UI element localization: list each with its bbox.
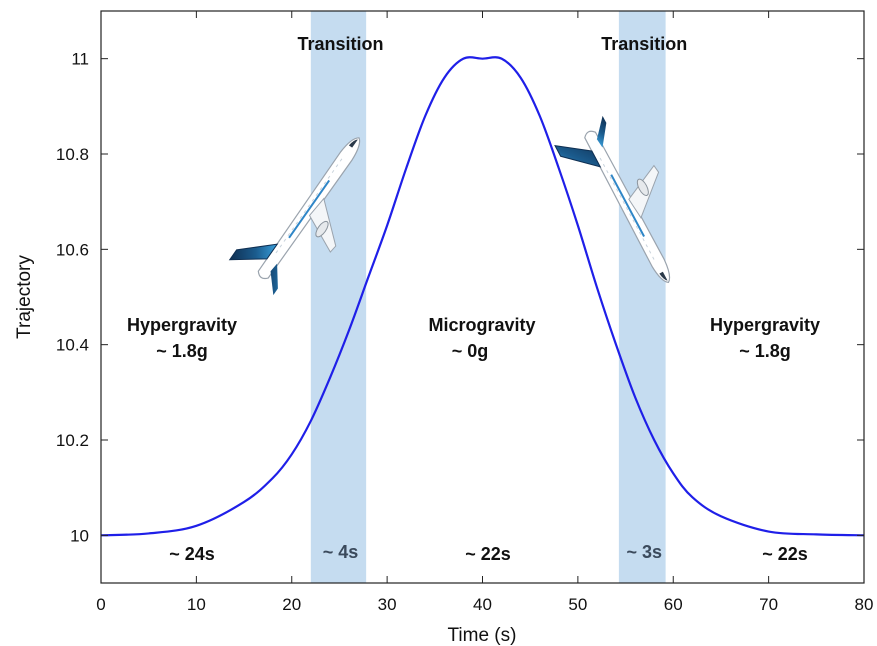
transition-duration-2: ~ 3s	[626, 542, 662, 562]
y-tick-label: 10	[70, 526, 89, 545]
transition-label-2: Transition	[601, 34, 687, 54]
x-tick-label: 30	[378, 595, 397, 614]
x-tick-label: 0	[96, 595, 105, 614]
y-tick-label: 11	[71, 50, 89, 69]
phase3-duration: ~ 22s	[762, 544, 808, 564]
y-tick-label: 10.6	[56, 240, 89, 259]
phase2-name: Microgravity	[428, 315, 535, 335]
x-tick-label: 20	[282, 595, 301, 614]
phase1-name: Hypergravity	[127, 315, 237, 335]
x-tick-label: 70	[759, 595, 778, 614]
y-tick-label: 10.2	[56, 431, 89, 450]
y-tick-label: 10.8	[56, 145, 89, 164]
x-tick-label: 40	[473, 595, 492, 614]
transition-duration-1: ~ 4s	[323, 542, 359, 562]
x-tick-label: 50	[568, 595, 587, 614]
phase2-gravity: ~ 0g	[452, 341, 489, 361]
chart-annotations: Transition ~ 4s Transition ~ 3s Hypergravity…	[127, 34, 820, 564]
phase1-duration: ~ 24s	[169, 544, 215, 564]
phase3-name: Hypergravity	[710, 315, 820, 335]
phase1-gravity: ~ 1.8g	[156, 341, 208, 361]
phase2-duration: ~ 22s	[465, 544, 511, 564]
x-tick-label: 80	[855, 595, 874, 614]
axis-ticks: 0 10 20 30 40 50 60 70 80 10 10.2 10.4 10.6 10.8 11	[56, 11, 874, 614]
trajectory-line	[101, 56, 864, 537]
x-tick-label: 60	[664, 595, 683, 614]
x-tick-label: 10	[187, 595, 206, 614]
y-tick-label: 10.4	[56, 336, 89, 355]
transition-bands	[310, 11, 666, 583]
y-axis-title: Trajectory	[14, 255, 35, 339]
aircraft-climbing-image	[228, 137, 361, 296]
x-axis-title: Time (s)	[448, 625, 517, 646]
phase3-gravity: ~ 1.8g	[739, 341, 791, 361]
plot-frame	[100, 10, 865, 584]
aircraft-descending-image	[554, 115, 671, 284]
transition-band-1	[310, 11, 367, 583]
transition-band-2	[618, 11, 666, 583]
transition-label-1: Transition	[297, 34, 383, 54]
series-layer	[101, 56, 864, 537]
